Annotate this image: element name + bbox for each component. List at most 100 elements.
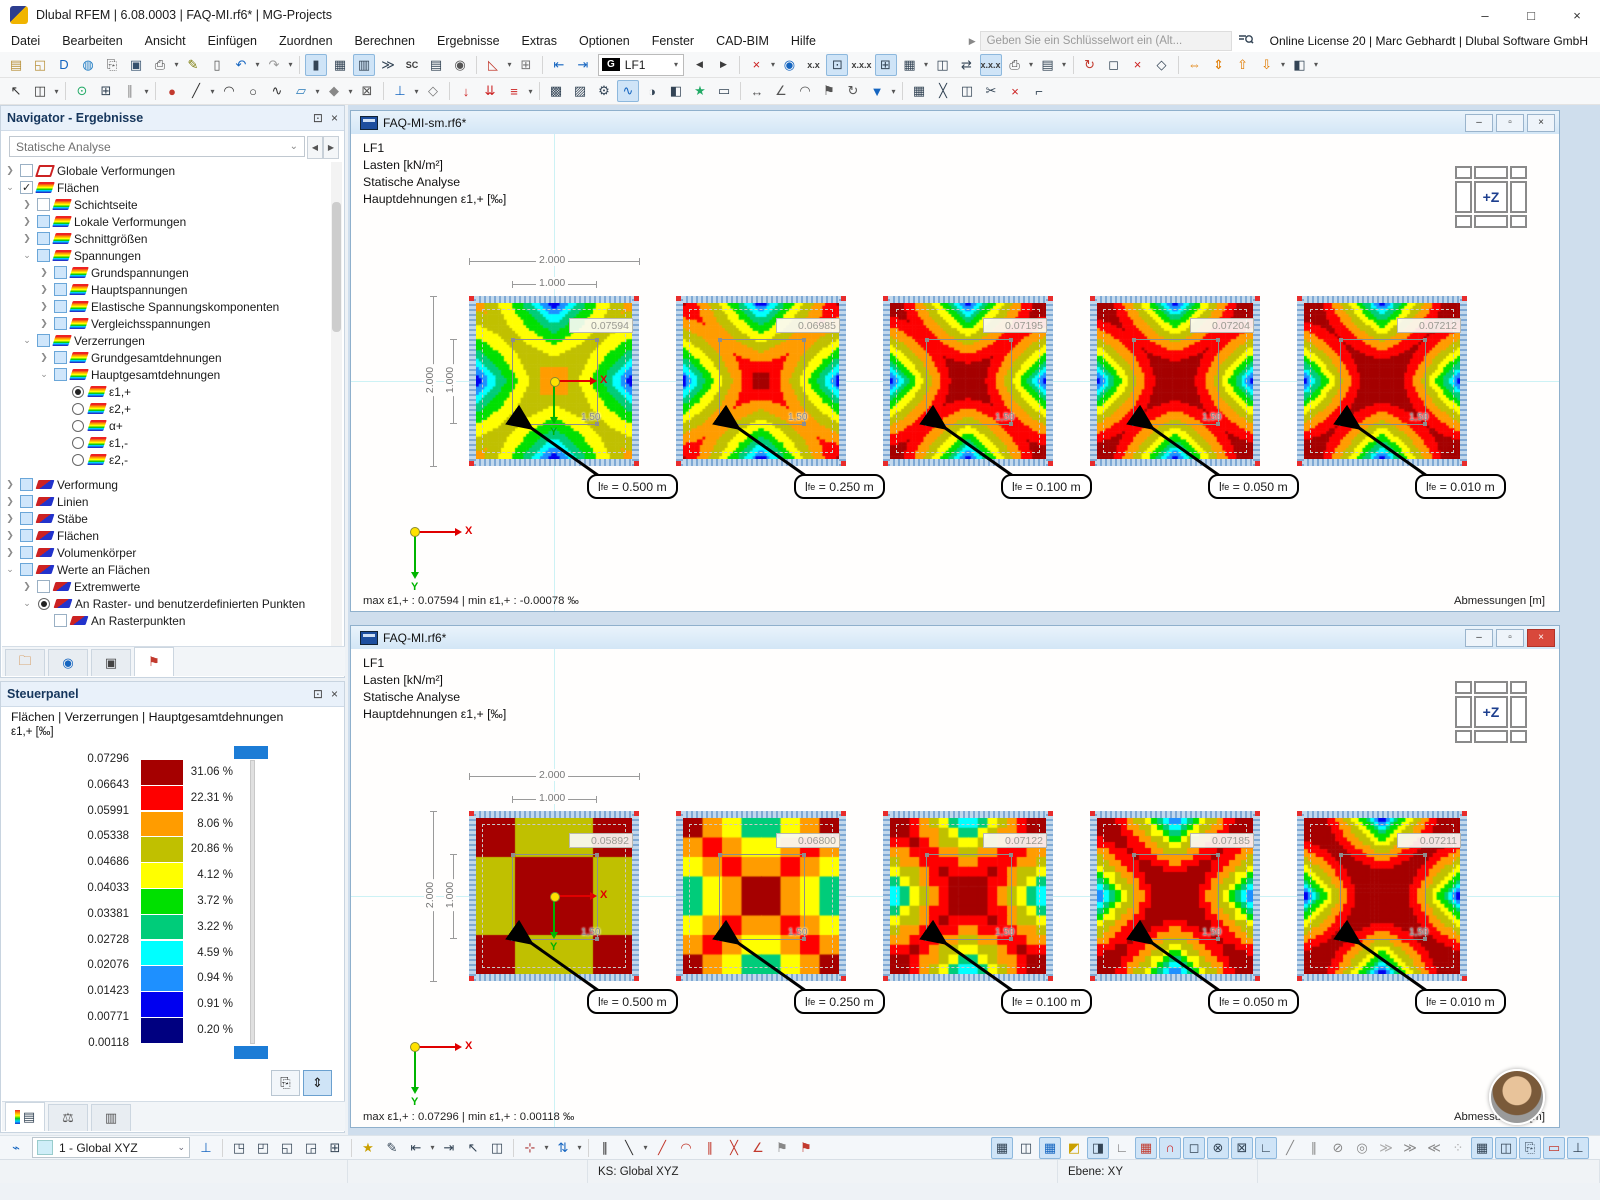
visibility-icon[interactable]: ◉: [783, 56, 796, 72]
select-box-icon-dropdown[interactable]: ▾: [54, 86, 59, 96]
opening-icon[interactable]: ⊠: [361, 83, 373, 98]
print-graphic-icon-dropdown[interactable]: ▾: [1029, 60, 1034, 69]
tree-item-22[interactable]: ❯ Volumenkörper: [3, 544, 329, 561]
navigator-toggle-icon[interactable]: ▮: [305, 53, 327, 76]
checkbox-empty[interactable]: [37, 198, 50, 211]
checkbox-filled[interactable]: [54, 368, 67, 381]
point-snap-icon-dropdown[interactable]: ▾: [544, 1143, 549, 1152]
display-navigator-tab[interactable]: ◉: [48, 649, 88, 676]
close-panel-icon[interactable]: ×: [330, 111, 338, 125]
tree-item-17[interactable]: ε2,-: [3, 451, 329, 468]
fit-view-icon[interactable]: ⇧: [1237, 56, 1248, 72]
circle-cross-icon[interactable]: ⊗: [1207, 1136, 1229, 1159]
tree-item-4[interactable]: ❯ Schnittgrößen: [3, 230, 329, 247]
expander-icon[interactable]: ❯: [6, 496, 14, 506]
render-icon[interactable]: ◑: [648, 83, 656, 99]
zoom-window-icon[interactable]: ⇩: [1261, 56, 1272, 72]
checkbox-filled[interactable]: [37, 249, 50, 262]
checkbox-filled[interactable]: [20, 529, 33, 542]
tree-item-19[interactable]: ❯ Linien: [3, 493, 329, 510]
tree-item-9[interactable]: ❯ Vergleichsspannungen: [3, 315, 329, 332]
person-icon[interactable]: ★: [694, 83, 706, 98]
expander-icon[interactable]: ⌄: [6, 564, 14, 574]
tree-item-25[interactable]: ⌄ An Raster- und benutzerdefinierten Punk…: [3, 595, 329, 612]
loadcase-dropdown-icon[interactable]: ▾: [673, 60, 678, 69]
axes-x-icon-dropdown[interactable]: ▾: [430, 1143, 435, 1152]
factors-tab[interactable]: ⚖: [48, 1104, 88, 1131]
tree-scrollbar[interactable]: [331, 162, 342, 646]
line-new-icon-dropdown[interactable]: ▾: [210, 86, 215, 96]
print-icon[interactable]: ⎙: [154, 56, 166, 72]
print-graphic-icon[interactable]: ⎙: [1009, 56, 1020, 72]
radio-on[interactable]: [72, 385, 84, 398]
view-cube-cell[interactable]: [1455, 681, 1472, 694]
expander-icon[interactable]: ❯: [6, 513, 14, 523]
support-icon[interactable]: ⊥: [394, 83, 406, 98]
color-icon[interactable]: ▼: [870, 83, 884, 99]
chevrons1-icon[interactable]: ≫: [1379, 1139, 1393, 1155]
expander-icon[interactable]: ❯: [6, 479, 14, 489]
result-grid-icon[interactable]: ⊞: [874, 53, 897, 76]
expander-icon[interactable]: ⌄: [40, 369, 48, 379]
tree-scrollbar-thumb[interactable]: [332, 202, 341, 332]
dots-icon[interactable]: ⁘: [1452, 1139, 1464, 1155]
trim-icon[interactable]: ✂: [985, 83, 997, 98]
doc-minimize-button[interactable]: –: [1465, 628, 1493, 647]
chevrons3-icon[interactable]: ≪: [1427, 1139, 1441, 1155]
float-panel-icon[interactable]: ⊡: [312, 687, 323, 701]
surface-new-icon-dropdown[interactable]: ▾: [315, 86, 320, 96]
result-sheet-icon-dropdown[interactable]: ▾: [923, 60, 928, 69]
tree-item-3[interactable]: ❯ Lokale Verformungen: [3, 213, 329, 230]
view-cube-cell[interactable]: [1510, 181, 1527, 213]
expander-icon[interactable]: ⌄: [23, 598, 31, 608]
arc-icon[interactable]: ◠: [223, 83, 235, 98]
radio-on[interactable]: [38, 597, 50, 610]
result-table-icon[interactable]: ▥: [353, 53, 375, 76]
move-icon[interactable]: ⇔: [1188, 57, 1202, 72]
snap-guides-icon[interactable]: ◨: [1087, 1136, 1109, 1159]
dim-horizontal-icon[interactable]: ↔: [750, 83, 764, 99]
values-xxx-icon[interactable]: x.x.x: [851, 59, 872, 70]
menu-fenster[interactable]: Fenster: [651, 34, 695, 48]
regenerate-icon[interactable]: ↻: [1084, 56, 1095, 72]
tree-item-20[interactable]: ❯ Stäbe: [3, 510, 329, 527]
legend-slider-handle-bottom[interactable]: [234, 1045, 268, 1059]
save-icon[interactable]: ▣: [129, 56, 143, 72]
model-cube-icon[interactable]: ◇: [1156, 56, 1167, 72]
loadcase-prev-icon[interactable]: ◀: [696, 59, 703, 69]
close-panel-icon[interactable]: ×: [330, 687, 338, 701]
values-grid-icon[interactable]: x.x.x: [979, 53, 1002, 76]
parallel-icon[interactable]: ∥: [706, 1139, 714, 1155]
move-vert-icon[interactable]: ⇕: [1213, 56, 1224, 72]
surface-new-icon[interactable]: ▱: [296, 83, 306, 98]
report-icon[interactable]: ▯: [213, 56, 221, 72]
grid-star-icon[interactable]: ★: [362, 1139, 374, 1155]
solid-new-icon-dropdown[interactable]: ▾: [348, 86, 353, 96]
menu-optionen[interactable]: Optionen: [578, 34, 630, 48]
rotate-view-icon[interactable]: ↻: [847, 83, 859, 98]
support-icon-dropdown[interactable]: ▾: [414, 86, 419, 96]
expander-icon[interactable]: ❯: [23, 199, 31, 209]
checkbox-filled[interactable]: [20, 546, 33, 559]
panel-icon[interactable]: ▤: [1041, 56, 1054, 72]
minimize-button[interactable]: –: [1481, 7, 1489, 23]
doc-close-button[interactable]: ×: [1527, 113, 1555, 132]
hinge-icon[interactable]: ◇: [428, 83, 438, 98]
coordinate-system-select[interactable]: 1 - Global XYZ ⌄: [32, 1137, 190, 1158]
tree-item-18[interactable]: ❯ Verformung: [3, 476, 329, 493]
symbol-icon[interactable]: ⚑: [823, 83, 835, 98]
float-panel-icon[interactable]: ⊡: [312, 111, 323, 125]
expander-icon[interactable]: ⌄: [23, 250, 31, 260]
pin-right-icon[interactable]: ⇥: [577, 56, 589, 72]
expander-icon[interactable]: ❯: [40, 352, 48, 362]
man-icon[interactable]: ↖: [467, 1139, 479, 1155]
work-plane-icon[interactable]: ⊥: [200, 1139, 212, 1155]
chevrons2-icon[interactable]: ≫: [1403, 1139, 1417, 1155]
radio-off[interactable]: [72, 402, 84, 415]
new-report-icon[interactable]: ✎: [187, 56, 199, 72]
numbering-icon[interactable]: ⇅: [557, 1139, 569, 1155]
view-cube-cell[interactable]: [1474, 215, 1508, 228]
checkbox-filled[interactable]: [54, 266, 67, 279]
filter-remove-icon-dropdown[interactable]: ▾: [770, 60, 775, 69]
view-cube-center[interactable]: +Z: [1474, 181, 1508, 213]
